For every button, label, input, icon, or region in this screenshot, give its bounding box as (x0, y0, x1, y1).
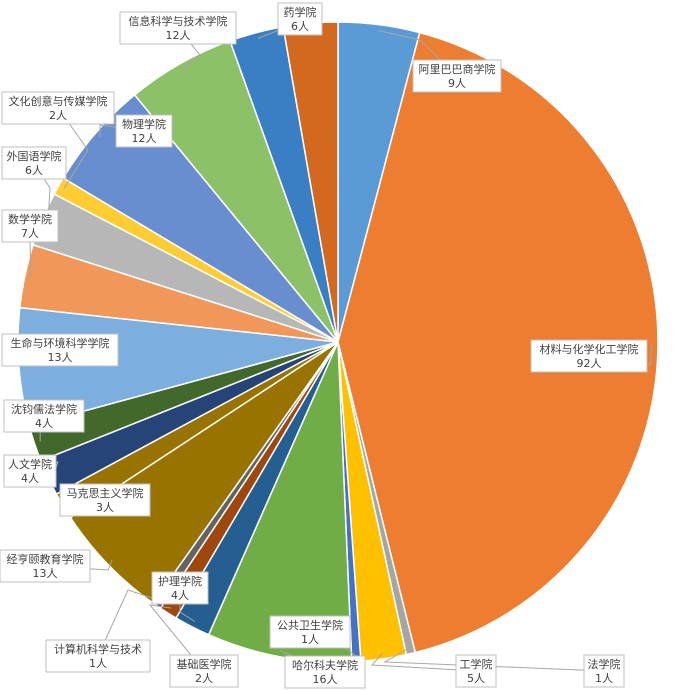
label-value: 13人 (33, 567, 58, 580)
label-box (1, 209, 59, 243)
label-box (0, 549, 91, 583)
label-category: 沈钧儒法学院 (11, 402, 77, 416)
label-category: 外国语学院 (7, 149, 62, 163)
label-category: 材料与化学化工学院 (540, 342, 639, 356)
label-category: 文化创意与传媒学院 (9, 94, 108, 108)
label-category: 阿里巴巴商学院 (419, 62, 496, 76)
label-category: 护理学院 (158, 574, 202, 588)
label-box (151, 571, 209, 605)
pie-slice (337, 31, 659, 654)
label-value: 4人 (35, 417, 53, 430)
label-category: 生命与环境科学学院 (11, 336, 110, 350)
leader-line (97, 589, 161, 657)
label-category: 数学学院 (8, 212, 52, 226)
leader-line (148, 604, 205, 672)
label-value: 6人 (291, 20, 309, 33)
label-box (115, 114, 173, 148)
label-box (1, 146, 67, 180)
label-box (530, 339, 648, 373)
label-box (3, 399, 85, 433)
label-value: 7人 (21, 227, 39, 240)
label-box (277, 2, 323, 36)
label-value: 2人 (195, 672, 213, 685)
leader-line (370, 652, 477, 672)
label-category: 计算机科学与技术 (54, 642, 142, 656)
label-category: 药学院 (284, 5, 317, 19)
label-value: 4人 (171, 589, 189, 602)
leader-line (383, 647, 605, 672)
label-value: 9人 (448, 77, 466, 90)
label-box (169, 654, 239, 688)
label-category: 哈尔科夫学院 (292, 658, 358, 672)
label-box (1, 91, 115, 125)
label-value: 12人 (132, 132, 157, 145)
label-value: 2人 (49, 109, 67, 122)
label-category: 法学院 (588, 657, 621, 671)
label-value: 1人 (301, 633, 319, 646)
label-value: 3人 (96, 501, 114, 514)
label-box (455, 654, 497, 688)
label-category: 基础医学院 (177, 657, 232, 671)
label-box (583, 654, 625, 688)
label-value: 5人 (467, 672, 485, 685)
label-category: 信息科学与技术学院 (129, 14, 228, 28)
label-category: 工学院 (460, 657, 493, 671)
data-labels: 阿里巴巴商学院9人材料与化学化工学院92人法学院1人工学院5人公共卫生学院1人哈… (0, 2, 648, 689)
label-box (284, 655, 366, 689)
pie-slice (69, 341, 339, 605)
label-value: 1人 (89, 657, 107, 670)
label-category: 马克思主义学院 (67, 486, 144, 500)
label-category: 人文学院 (8, 457, 52, 471)
label-value: 12人 (166, 29, 191, 42)
label-category: 经亨颐教育学院 (7, 552, 84, 566)
label-box (3, 454, 57, 488)
label-box (269, 615, 351, 649)
label-value: 13人 (48, 351, 73, 364)
label-value: 16人 (313, 673, 338, 686)
label-value: 92人 (577, 357, 602, 370)
label-category: 物理学院 (122, 117, 166, 131)
label-box (119, 11, 237, 45)
label-value: 4人 (21, 472, 39, 485)
label-box (45, 639, 151, 673)
label-box (59, 483, 151, 517)
label-category: 公共卫生学院 (277, 618, 343, 632)
label-value: 6人 (25, 164, 43, 177)
label-value: 1人 (595, 672, 613, 685)
label-box (1, 333, 119, 367)
label-box (412, 59, 502, 93)
